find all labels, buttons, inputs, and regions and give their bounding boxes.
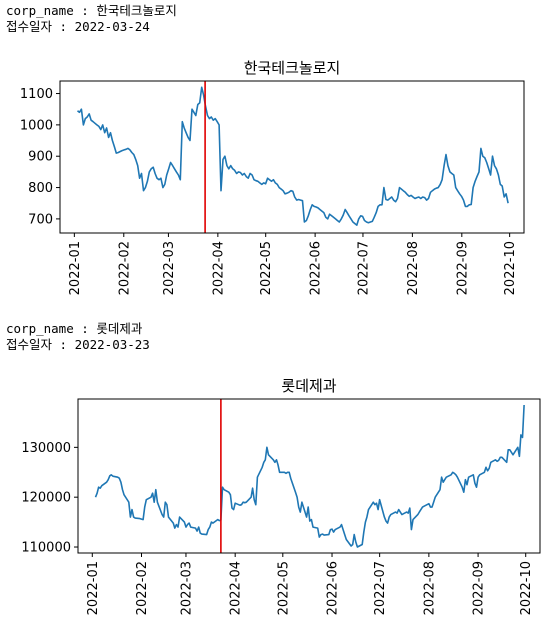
y-tick-label: 120000 — [21, 491, 71, 506]
x-tick-label: 2022-08 — [422, 561, 437, 615]
x-tick-label: 2022-06 — [309, 241, 324, 295]
x-tick-label: 2022-09 — [455, 241, 470, 295]
x-tick-label: 2022-10 — [519, 561, 534, 615]
x-tick-label: 2022-05 — [276, 561, 291, 615]
x-tick-label: 2022-04 — [229, 561, 244, 615]
x-tick-label: 2022-08 — [406, 241, 421, 295]
x-tick-label: 2022-04 — [211, 241, 226, 295]
x-tick-label: 2022-07 — [373, 561, 388, 615]
price-line — [94, 404, 525, 548]
x-tick-label: 2022-07 — [356, 241, 371, 295]
corp-name-value: 롯데제과 — [96, 321, 143, 336]
x-tick-label: 2022-03 — [179, 561, 194, 615]
x-tick-label: 2022-02 — [135, 561, 150, 615]
price-line — [77, 86, 509, 226]
x-tick-label: 2022-03 — [162, 241, 177, 295]
corp-name-value: 한국테크놀로지 — [96, 3, 177, 18]
corp-name-label: corp_name : — [6, 3, 97, 18]
y-tick-label: 1000 — [20, 118, 53, 133]
filing-date-label: 접수일자 : — [6, 19, 75, 34]
x-tick-label: 2022-06 — [326, 561, 341, 615]
y-tick-label: 900 — [28, 150, 53, 165]
filing-info-2: corp_name : 롯데제과 접수일자 : 2022-03-23 — [6, 321, 150, 353]
y-tick-label: 800 — [28, 181, 53, 196]
filing-date-label: 접수일자 : — [6, 337, 75, 352]
x-tick-label: 2022-10 — [503, 241, 518, 295]
y-tick-label: 700 — [28, 212, 53, 227]
x-tick-label: 2022-09 — [472, 561, 487, 615]
chart-2: 롯데제과 110000 120000 130000 2022-01 2022-02 2022… — [21, 377, 541, 615]
corp-name-label: corp_name : — [6, 321, 97, 336]
x-tick-label: 2022-01 — [86, 561, 101, 615]
chart-title: 롯데제과 — [281, 377, 336, 395]
x-tick-label: 2022-05 — [259, 241, 274, 295]
y-tick-label: 130000 — [21, 441, 71, 456]
x-tick-label: 2022-01 — [68, 241, 83, 295]
x-tick-label: 2022-02 — [117, 241, 132, 295]
filing-date-value: 2022-03-23 — [74, 337, 150, 352]
plot-frame — [77, 398, 541, 554]
plot-frame — [59, 80, 525, 234]
chart-title: 한국테크놀로지 — [244, 59, 341, 77]
y-tick-label: 1100 — [20, 87, 53, 102]
y-tick-label: 110000 — [21, 541, 71, 556]
filing-date-value: 2022-03-24 — [74, 19, 150, 34]
filing-info-1: corp_name : 한국테크놀로지 접수일자 : 2022-03-24 — [6, 3, 177, 35]
chart-1: 한국테크놀로지 700 800 900 1000 1100 2022-01 2022-02 20… — [20, 59, 525, 295]
